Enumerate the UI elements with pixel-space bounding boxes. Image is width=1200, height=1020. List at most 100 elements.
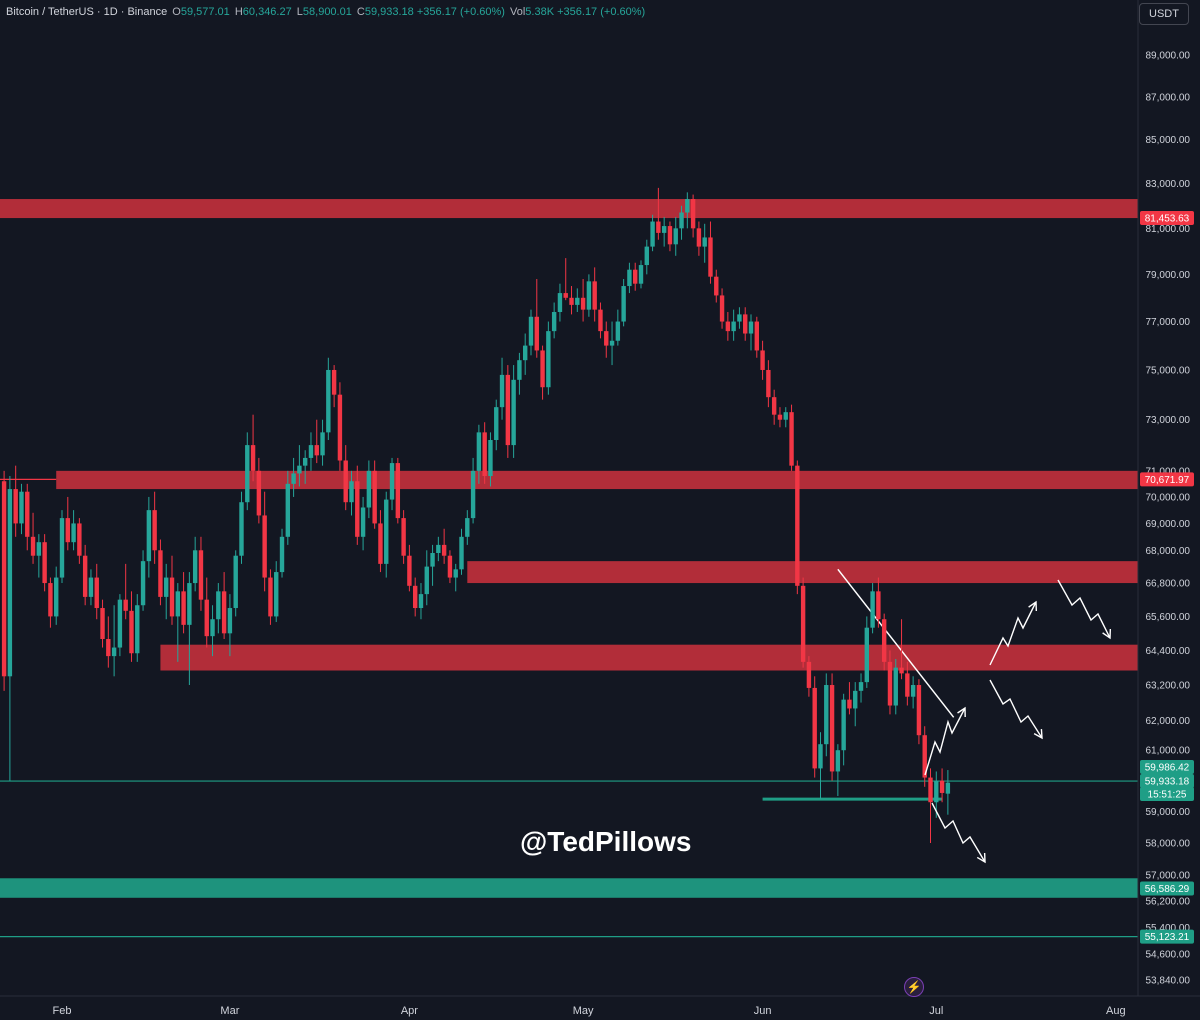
candle-body xyxy=(337,394,343,461)
candle-body xyxy=(164,577,169,597)
candle-body xyxy=(899,667,904,674)
price-tag-label: 56,586.29 xyxy=(1145,884,1190,895)
candle-body xyxy=(592,281,597,310)
red-zone-0 xyxy=(0,199,1138,219)
candle-body xyxy=(841,699,846,751)
candle-body xyxy=(187,583,192,625)
candle-body xyxy=(366,470,372,508)
scenario-arrow-4 xyxy=(931,802,986,863)
candle-body xyxy=(71,523,76,543)
candle-body xyxy=(77,523,82,556)
time-tick: Jul xyxy=(929,1005,943,1017)
candle-body xyxy=(453,569,458,578)
candle-body xyxy=(853,690,858,709)
candle-body xyxy=(893,667,898,706)
time-axis[interactable]: Feb Mar Apr May Jun Jul Aug xyxy=(0,995,1200,1017)
candle-body xyxy=(216,591,221,620)
candle-body xyxy=(876,591,881,620)
price-tick: 55,400.00 xyxy=(1146,923,1191,934)
candle-body xyxy=(181,591,186,625)
candle-body xyxy=(221,591,227,634)
price-tag-label: 55,123.21 xyxy=(1145,932,1190,943)
candle-body xyxy=(262,515,267,578)
candle-body xyxy=(598,309,603,332)
candle-body xyxy=(910,685,916,697)
candle-body xyxy=(934,780,939,803)
candle-body xyxy=(117,599,123,648)
candle-body xyxy=(690,199,696,229)
scenario-arrow-2 xyxy=(1057,579,1111,639)
candle-body xyxy=(250,445,256,471)
candle-body xyxy=(360,507,366,537)
descending-trendline xyxy=(837,568,955,718)
candle-body xyxy=(615,321,621,341)
candle-body xyxy=(922,735,927,778)
candle-body xyxy=(418,594,424,609)
candle-body xyxy=(239,502,244,556)
candle-body xyxy=(349,481,354,503)
candle-body xyxy=(13,489,18,524)
candle-body xyxy=(627,269,632,287)
time-tick: Aug xyxy=(1106,1005,1126,1017)
symbol-title: Bitcoin / TetherUS · 1D · Binance xyxy=(6,6,168,18)
candle-body xyxy=(494,407,499,440)
candle-body xyxy=(789,412,794,466)
candle-body xyxy=(378,523,383,564)
candle-body xyxy=(412,585,418,609)
currency-button[interactable]: USDT xyxy=(1139,3,1189,25)
candle-body xyxy=(430,553,435,567)
candle-body xyxy=(760,350,765,370)
time-tick: Jun xyxy=(754,1005,772,1017)
close-label: C xyxy=(356,6,365,18)
candle-body xyxy=(135,605,140,654)
candle-body xyxy=(1,481,7,677)
green-zone-4 xyxy=(0,878,1138,898)
price-tags: 81,453.63 70,671.97 59,986.42 59,933.18 15:5… xyxy=(1140,211,1194,944)
candle-body xyxy=(569,297,574,305)
candle-body xyxy=(609,340,615,346)
candle-body xyxy=(175,591,180,617)
candle-body xyxy=(470,470,476,519)
time-tick: Apr xyxy=(401,1005,418,1017)
price-tick: 79,000.00 xyxy=(1146,270,1191,281)
candle-body xyxy=(580,297,586,310)
price-tag-label: 15:51:25 xyxy=(1148,790,1187,801)
candle-body xyxy=(25,491,30,537)
scenario-arrow-0 xyxy=(924,707,966,776)
volume-label: Vol xyxy=(510,6,526,18)
price-tick: 68,000.00 xyxy=(1146,546,1191,557)
candle-body xyxy=(540,350,545,388)
candle-body xyxy=(233,555,238,609)
candle-body xyxy=(94,577,99,609)
price-tag-resistance xyxy=(1140,472,1194,487)
price-tag-support xyxy=(1140,929,1194,944)
price-tick: 65,600.00 xyxy=(1146,612,1191,623)
price-axis[interactable]: 89,000.00 87,000.00 85,000.00 83,000.00 81,0… xyxy=(1137,0,1200,1020)
candle-body xyxy=(297,465,302,474)
close-value: 59,933.18 xyxy=(364,6,414,18)
scenario-arrow-1 xyxy=(989,601,1037,666)
candle-body xyxy=(725,321,731,332)
candle-body xyxy=(482,432,487,477)
price-tick: 87,000.00 xyxy=(1146,92,1191,103)
price-tick: 73,000.00 xyxy=(1146,415,1191,426)
candle-body xyxy=(766,369,771,398)
time-tick: May xyxy=(573,1005,594,1017)
time-tick: Mar xyxy=(220,1005,239,1017)
candle-body xyxy=(870,591,875,628)
candle-body xyxy=(534,316,539,351)
candle-body xyxy=(389,463,395,500)
candle-body xyxy=(945,782,951,794)
candle-body xyxy=(505,374,511,446)
candle-body xyxy=(551,312,557,332)
candle-body xyxy=(523,345,528,361)
lightning-icon[interactable]: ⚡ xyxy=(904,977,924,997)
candle-body xyxy=(82,555,88,597)
candle-body xyxy=(140,561,146,606)
price-tag-resistance xyxy=(1140,211,1194,226)
candle-body xyxy=(204,599,209,637)
candle-body xyxy=(7,489,13,677)
price-tick: 83,000.00 xyxy=(1146,179,1191,190)
